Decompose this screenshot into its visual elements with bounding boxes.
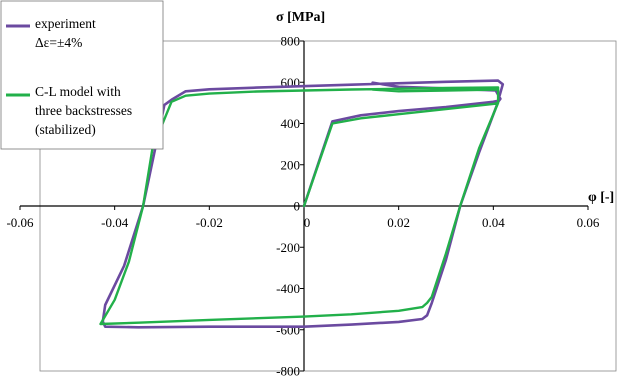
y-tick-label: 400 <box>281 116 301 131</box>
legend: experiment Δε=±4% C-L model with three bac… <box>0 0 164 150</box>
x-tick-label: -0.06 <box>6 215 34 230</box>
x-tick-label: 0 <box>304 215 311 230</box>
x-tick-label: -0.02 <box>196 215 223 230</box>
x-axis-title: φ [-] <box>588 190 614 205</box>
x-tick-label: 0.04 <box>482 215 505 230</box>
legend-label-experiment: experiment Δε=±4% <box>35 16 96 50</box>
y-tick-label: 200 <box>281 157 301 172</box>
y-axis-title: σ [MPa] <box>276 10 325 25</box>
legend-label-model: C-L model with three backstresses (stabili… <box>35 84 132 137</box>
x-tick-label: -0.04 <box>101 215 129 230</box>
y-tick-label: -400 <box>276 281 300 296</box>
data-series <box>99 79 505 329</box>
y-tick-label: 800 <box>281 34 301 49</box>
x-tick-label: 0.06 <box>577 215 600 230</box>
y-tick-label: -200 <box>276 240 300 255</box>
y-tick-label: -600 <box>276 322 300 337</box>
series-line-model <box>99 86 500 326</box>
y-tick-label: -800 <box>276 364 300 378</box>
x-tick-label: 0.02 <box>387 215 410 230</box>
y-tick-label: 0 <box>294 199 301 214</box>
